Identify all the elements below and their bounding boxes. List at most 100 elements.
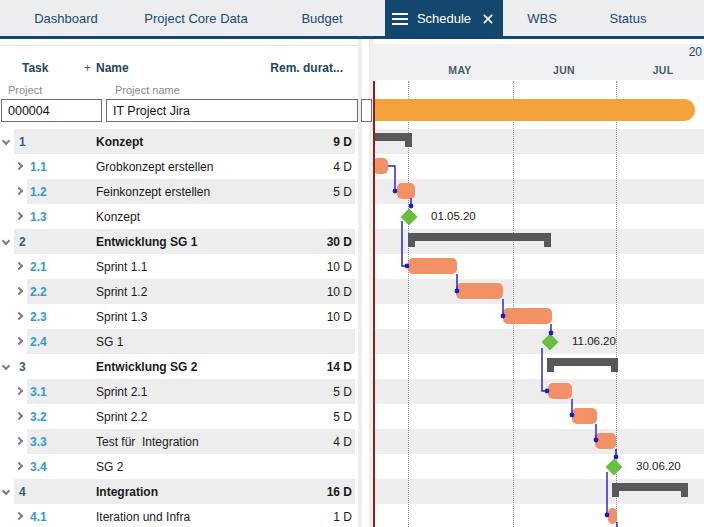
column-header-duration[interactable]: Rem. durat... [270,61,343,75]
gantt-summary-bar[interactable] [408,233,551,241]
task-id: 2 [19,235,26,249]
project-id-input[interactable] [1,99,102,122]
tab-schedule-active[interactable]: Schedule [385,0,503,39]
column-header-task[interactable]: Task [22,61,48,75]
table-row[interactable]: 4.1Iteration und Infra1 D [0,504,361,527]
gantt-row-background [373,504,704,527]
chevron-down-icon[interactable] [2,362,10,370]
gantt-row-background [373,179,704,204]
table-row[interactable]: 2.4 SG 1 [0,329,361,354]
app-window: Dashboard Project Core Data Budget WBS Statu… [0,0,704,527]
row-background [27,254,355,279]
chevron-down-icon[interactable] [2,137,10,145]
task-name: Grobkonzept erstellen [96,160,213,174]
gantt-summary-bar[interactable] [547,358,618,366]
task-name: SG 2 [96,460,123,474]
task-id: 3.4 [30,460,47,474]
table-row[interactable]: 1.3Konzept [0,204,361,229]
project-name-input[interactable] [106,99,358,122]
task-duration: 30 D [327,235,352,249]
task-duration: 9 D [333,135,352,149]
row-background [27,304,355,329]
chevron-right-icon[interactable] [15,312,23,320]
table-row[interactable]: 1Konzept9 D [0,129,361,154]
month-gridline [408,81,409,527]
gantt-task-bar[interactable] [548,383,572,399]
tab-status[interactable]: Status [610,11,647,26]
table-row[interactable]: 4Integration16 D [0,479,361,504]
gantt-row-background [373,379,704,404]
gantt-summary-bar[interactable] [373,133,412,141]
task-name: Sprint 2.2 [96,410,147,424]
chevron-right-icon[interactable] [15,162,23,170]
tab-wbs[interactable]: WBS [527,11,557,26]
gantt-task-bar[interactable] [572,408,597,424]
task-id: 3 [19,360,26,374]
chevron-down-icon[interactable] [2,237,10,245]
task-id: 1.3 [30,210,47,224]
task-duration: 5 D [333,185,352,199]
chevron-right-icon[interactable] [15,287,23,295]
chevron-right-icon[interactable] [15,262,23,270]
gantt-row-background [373,429,704,454]
task-name: Entwicklung SG 2 [96,360,197,374]
chevron-right-icon[interactable] [15,337,23,345]
table-row[interactable]: 3.3Test für Integration4 D [0,429,361,454]
table-row[interactable]: 2.1Sprint 1.110 D [0,254,361,279]
gantt-task-bar[interactable] [373,158,388,174]
tab-budget[interactable]: Budget [301,11,342,26]
gantt-row-background [373,129,704,154]
column-header-name[interactable]: Name [96,61,129,75]
row-background [14,479,355,504]
table-row[interactable]: 3.1Sprint 2.15 D [0,379,361,404]
month-label: MAY [448,64,471,76]
gantt-task-bar[interactable] [408,258,457,274]
table-row[interactable]: 1.1Grobkonzept erstellen4 D [0,154,361,179]
clipped-input [361,99,372,122]
task-name: Sprint 1.3 [96,310,147,324]
menu-icon[interactable] [392,13,408,26]
task-id: 3.3 [30,435,47,449]
add-column-button[interactable]: + [84,61,91,75]
table-row[interactable]: 2.3Sprint 1.310 D [0,304,361,329]
gantt-task-bar[interactable] [595,433,616,449]
month-gridline [513,81,514,527]
chevron-down-icon[interactable] [2,487,10,495]
chevron-right-icon[interactable] [15,387,23,395]
chevron-right-icon[interactable] [15,187,23,195]
gantt-task-bar[interactable] [397,183,415,199]
gantt-row-background [373,329,704,354]
gantt-task-bar[interactable] [608,508,617,524]
project-name-label: Project name [115,84,180,96]
chevron-right-icon[interactable] [15,512,23,520]
task-name: Sprint 1.2 [96,285,147,299]
tab-project-core-data[interactable]: Project Core Data [144,11,247,26]
close-icon[interactable] [482,13,494,25]
task-name: Konzept [96,135,143,149]
gantt-summary-bar[interactable] [612,483,688,491]
milestone-date-label: 11.06.20 [572,335,616,347]
gantt-task-bar[interactable] [503,308,552,324]
table-row[interactable]: 3.4 SG 2 [0,454,361,479]
tab-dashboard[interactable]: Dashboard [34,11,98,26]
table-row[interactable]: 1.2Feinkonzept erstellen5 D [0,179,361,204]
chevron-right-icon[interactable] [15,212,23,220]
table-row[interactable]: 2.2Sprint 1.210 D [0,279,361,304]
gantt-task-bar[interactable] [456,283,503,299]
task-id: 3.2 [30,410,47,424]
chevron-right-icon[interactable] [15,412,23,420]
chevron-right-icon[interactable] [15,462,23,470]
project-id-label: Project [8,84,42,96]
task-name: Feinkonzept erstellen [96,185,210,199]
table-row[interactable]: 3.2Sprint 2.25 D [0,404,361,429]
task-name: Iteration und Infra [96,510,190,524]
gantt-project-bar[interactable] [373,99,695,121]
task-id: 2.4 [30,335,47,349]
chevron-right-icon[interactable] [15,437,23,445]
task-name: SG 1 [96,335,123,349]
milestone-date-label: 30.06.20 [636,460,681,472]
year-label: 20 [689,45,702,59]
table-row[interactable]: 2Entwicklung SG 130 D [0,229,361,254]
task-duration: 14 D [327,360,352,374]
table-row[interactable]: 3 Entwicklung SG 2 14 D [0,354,361,379]
